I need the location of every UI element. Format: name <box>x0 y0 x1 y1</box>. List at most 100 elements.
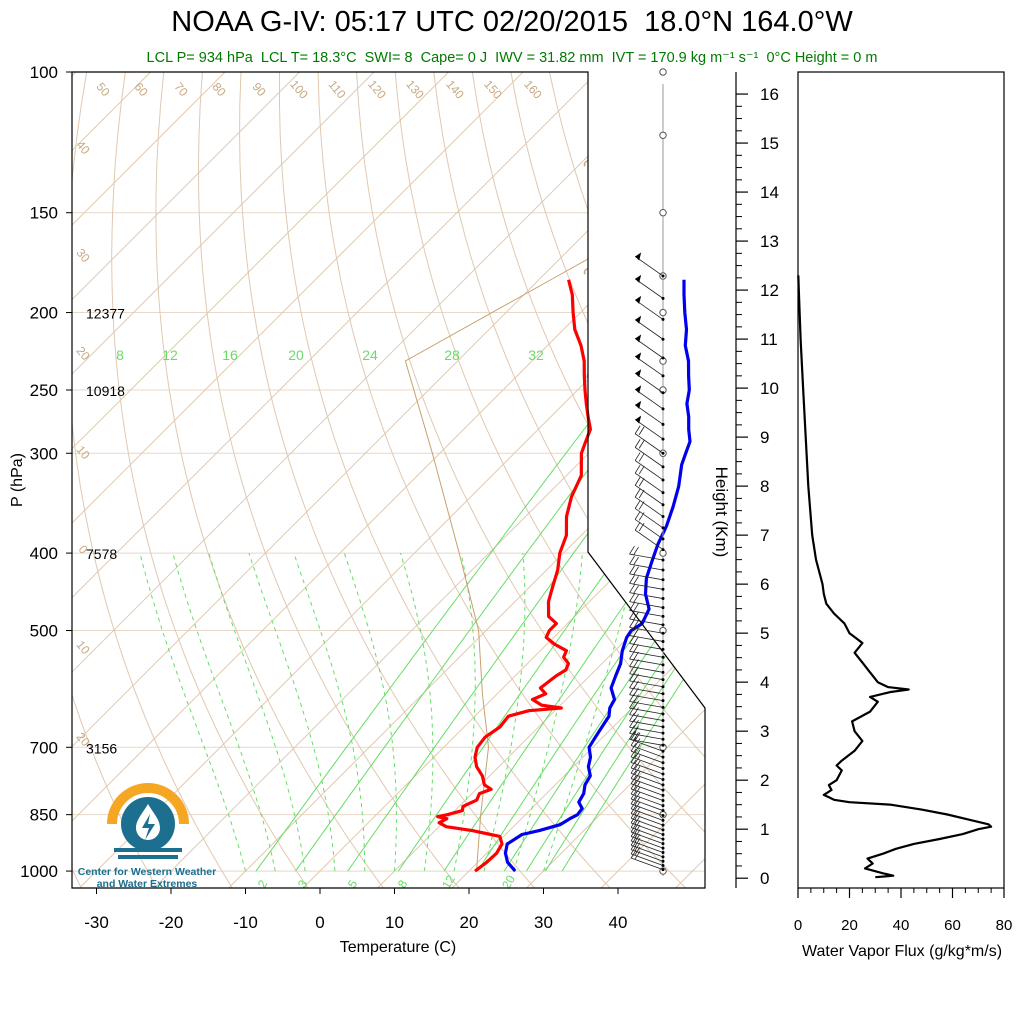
wind-level-dot <box>661 515 665 519</box>
wind-barb <box>634 319 664 340</box>
wind-level-dot <box>661 737 665 741</box>
wind-barb-feather <box>634 425 641 434</box>
dry-adiabat-line <box>279 72 611 888</box>
wind-level-dot <box>661 788 665 792</box>
isotherm-line <box>72 72 300 301</box>
wind-barb-feather <box>629 686 635 695</box>
isotherm-label: 80 <box>209 80 229 99</box>
moist-adiabat-line <box>172 552 276 872</box>
temperature-tick-label: 30 <box>534 913 553 932</box>
wind-barb <box>629 714 664 721</box>
isotherm-line <box>377 559 705 888</box>
height-tick-label: 15 <box>760 134 779 153</box>
wind-level-dot <box>661 422 665 426</box>
wind-level-dot <box>661 818 665 822</box>
isotherm-line <box>0 72 2 888</box>
cw3e-logo-text: Center for Western Weather and Water Ext… <box>62 866 232 890</box>
wind-barb-feather <box>629 731 635 740</box>
wind-level-dot <box>661 465 665 469</box>
wind-level-dot <box>661 799 665 803</box>
isotherm-label: 70 <box>171 80 191 99</box>
wind-barb-feather <box>634 755 641 764</box>
wind-level-dot <box>661 809 665 813</box>
wind-level-dot <box>661 685 665 689</box>
wind-barb-feather <box>630 800 637 809</box>
height-tick-label: 2 <box>760 771 769 790</box>
wind-barb-feather <box>638 426 645 435</box>
moist-adiabat-line <box>513 553 583 872</box>
wind-barb-feather <box>630 765 637 774</box>
wind-level-dot <box>661 606 665 610</box>
isotherm-line <box>72 72 449 450</box>
wind-barb-feather <box>630 775 637 784</box>
wind-barb <box>629 592 664 599</box>
height-annotation: 3156 <box>86 740 117 756</box>
temperature-tick-label: -20 <box>159 913 184 932</box>
wind-barb <box>629 732 664 740</box>
wind-barb-feather <box>634 488 641 498</box>
temperature-axis-label: Temperature (C) <box>340 939 456 956</box>
wind-barb-feather <box>634 743 641 753</box>
wind-barb-feather <box>630 731 637 740</box>
wind-barb-feather <box>630 759 637 769</box>
cw3e-logo <box>107 783 189 859</box>
wind-level-marker <box>659 308 667 317</box>
wind-barb-feather <box>633 611 639 621</box>
wind-barb <box>630 831 664 845</box>
wind-barb-feather <box>634 732 641 741</box>
wind-barb-feather <box>638 440 645 449</box>
wind-level-dot <box>661 868 665 872</box>
flux-axis-label: Water Vapor Flux (g/kg*m/s) <box>802 943 1002 960</box>
skewt-profiles <box>436 72 705 873</box>
wind-level-dot <box>661 719 665 723</box>
dewpoint-profile <box>503 279 692 873</box>
wind-level-dot <box>661 296 665 300</box>
wind-barb <box>630 822 664 835</box>
wind-barb <box>629 583 664 590</box>
dry-adiabat-line <box>197 72 460 888</box>
wind-barb-feather <box>634 781 641 791</box>
wind-barb <box>634 472 664 493</box>
wind-barb-feather <box>638 489 645 499</box>
wind-barb-feather <box>633 546 639 556</box>
dry-adiabat-line <box>742 72 1024 888</box>
height-annotation: 12377 <box>86 306 125 322</box>
wind-level-dot <box>661 631 665 635</box>
wind-barb-feather <box>633 603 639 612</box>
wind-barb <box>630 803 664 816</box>
wind-level-dot <box>661 828 665 832</box>
wind-barb-flag <box>635 400 642 409</box>
mixing-ratio-label: 32 <box>528 347 544 363</box>
wind-barb <box>629 726 664 734</box>
wind-barb <box>629 643 664 650</box>
isotherm-label: 60 <box>131 80 151 99</box>
wind-barb <box>630 756 664 769</box>
wind-barb-feather <box>634 824 641 834</box>
isotherm-label: 110 <box>326 78 349 102</box>
wind-barb-feather <box>629 565 635 575</box>
mixing-ratio-line <box>255 360 637 872</box>
dry-adiabat-line <box>111 72 309 888</box>
temperature-tick-label: -10 <box>233 913 258 932</box>
wind-barb-feather <box>634 820 641 829</box>
wind-barb <box>634 460 664 481</box>
wind-barb <box>629 673 664 681</box>
wind-barb-feather <box>634 806 641 815</box>
wind-barb-feather <box>629 725 635 734</box>
wind-level-dot <box>661 491 665 495</box>
mixing-ratio-line <box>477 530 705 872</box>
wind-level-dot <box>661 692 665 696</box>
pressure-tick-label: 200 <box>30 304 58 323</box>
height-axis-label: Height (Km) <box>712 467 731 558</box>
wind-barb-feather <box>634 801 641 810</box>
wind-barb-feather <box>638 478 645 487</box>
wind-barb-feather <box>638 453 645 462</box>
wind-barb <box>630 817 664 831</box>
wind-barb-feather <box>630 832 637 842</box>
wind-barb <box>630 844 664 858</box>
wind-barb-feather <box>630 845 637 855</box>
dry-adiabat-line <box>819 72 1024 888</box>
wind-barb <box>634 484 664 506</box>
isotherm-label: 120 <box>365 77 389 102</box>
